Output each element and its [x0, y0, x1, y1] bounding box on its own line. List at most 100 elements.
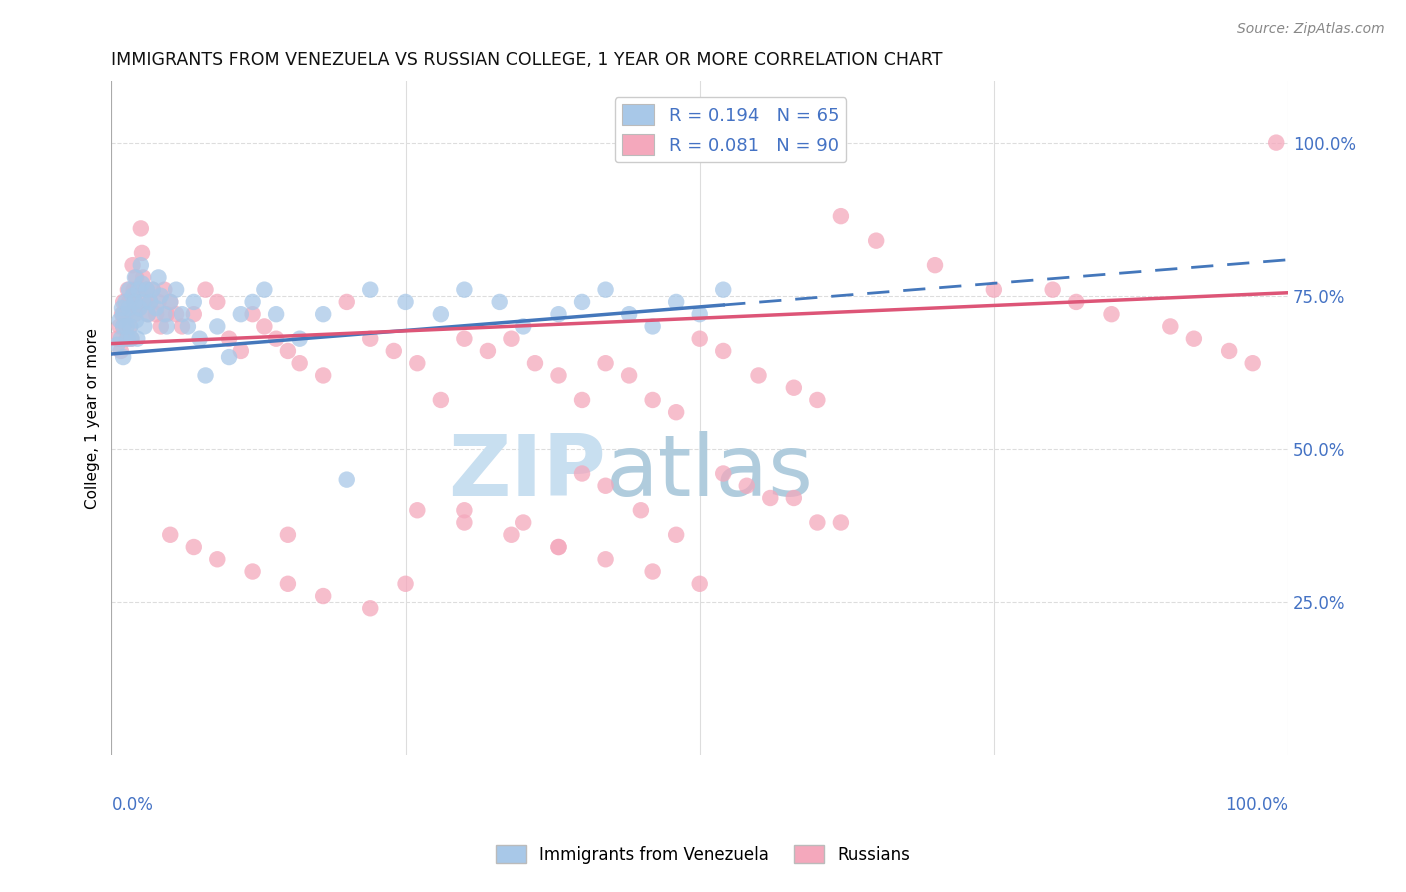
Point: [142, 283, 165, 297]
Point: [264, 307, 287, 321]
Point: [689, 576, 711, 591]
Point: [115, 319, 138, 334]
Point: [288, 356, 311, 370]
Point: [547, 540, 569, 554]
Point: [132, 270, 155, 285]
Point: [131, 277, 153, 291]
Point: [501, 528, 523, 542]
Point: [865, 234, 887, 248]
Point: [1101, 307, 1123, 321]
Point: [359, 601, 381, 615]
Point: [641, 392, 664, 407]
Point: [689, 332, 711, 346]
Point: [117, 283, 139, 297]
Point: [129, 258, 152, 272]
Point: [924, 258, 946, 272]
Point: [595, 479, 617, 493]
Point: [242, 307, 264, 321]
Point: [1182, 332, 1205, 346]
Point: [135, 283, 157, 297]
Point: [105, 338, 128, 352]
Point: [108, 313, 131, 327]
Point: [830, 516, 852, 530]
Point: [253, 319, 276, 334]
Point: [501, 332, 523, 346]
Point: [124, 307, 146, 321]
Point: [139, 294, 162, 309]
Point: [207, 552, 229, 566]
Point: [153, 307, 176, 321]
Point: [218, 350, 240, 364]
Point: [617, 368, 640, 383]
Point: [127, 283, 149, 297]
Point: [665, 528, 688, 542]
Point: [229, 343, 252, 358]
Point: [711, 343, 734, 358]
Point: [830, 209, 852, 223]
Point: [124, 294, 146, 309]
Point: [134, 319, 156, 334]
Point: [430, 392, 453, 407]
Point: [129, 221, 152, 235]
Point: [1042, 283, 1064, 297]
Point: [806, 516, 828, 530]
Point: [117, 332, 139, 346]
Point: [118, 301, 141, 315]
Point: [194, 283, 217, 297]
Point: [122, 283, 145, 297]
Point: [131, 246, 153, 260]
Point: [170, 307, 193, 321]
Point: [122, 307, 145, 321]
Point: [110, 332, 132, 346]
Point: [735, 479, 758, 493]
Point: [125, 313, 148, 327]
Point: [105, 332, 128, 346]
Point: [127, 301, 149, 315]
Point: [177, 319, 200, 334]
Point: [188, 332, 211, 346]
Point: [983, 283, 1005, 297]
Point: [110, 343, 132, 358]
Point: [170, 319, 193, 334]
Point: [132, 294, 155, 309]
Point: [125, 270, 148, 285]
Point: [120, 332, 142, 346]
Point: [114, 307, 136, 321]
Point: [111, 307, 134, 321]
Y-axis label: College, 1 year or more: College, 1 year or more: [86, 328, 100, 508]
Text: Source: ZipAtlas.com: Source: ZipAtlas.com: [1237, 22, 1385, 37]
Point: [1218, 343, 1240, 358]
Point: [145, 307, 167, 321]
Point: [382, 343, 405, 358]
Point: [488, 294, 510, 309]
Point: [359, 332, 381, 346]
Point: [394, 294, 416, 309]
Point: [120, 319, 142, 334]
Point: [112, 319, 135, 334]
Point: [665, 294, 688, 309]
Point: [142, 283, 165, 297]
Point: [277, 343, 299, 358]
Point: [1159, 319, 1181, 334]
Text: 100.0%: 100.0%: [1225, 796, 1288, 814]
Point: [571, 467, 593, 481]
Point: [312, 307, 335, 321]
Point: [571, 392, 593, 407]
Point: [124, 294, 146, 309]
Point: [135, 283, 157, 297]
Point: [1241, 356, 1264, 370]
Point: [207, 319, 229, 334]
Point: [124, 270, 146, 285]
Point: [121, 289, 143, 303]
Point: [183, 307, 205, 321]
Point: [359, 283, 381, 297]
Point: [595, 552, 617, 566]
Point: [156, 307, 179, 321]
Point: [112, 319, 135, 334]
Point: [165, 283, 187, 297]
Point: [595, 356, 617, 370]
Point: [689, 307, 711, 321]
Point: [136, 307, 159, 321]
Text: ZIP: ZIP: [449, 431, 606, 514]
Point: [264, 332, 287, 346]
